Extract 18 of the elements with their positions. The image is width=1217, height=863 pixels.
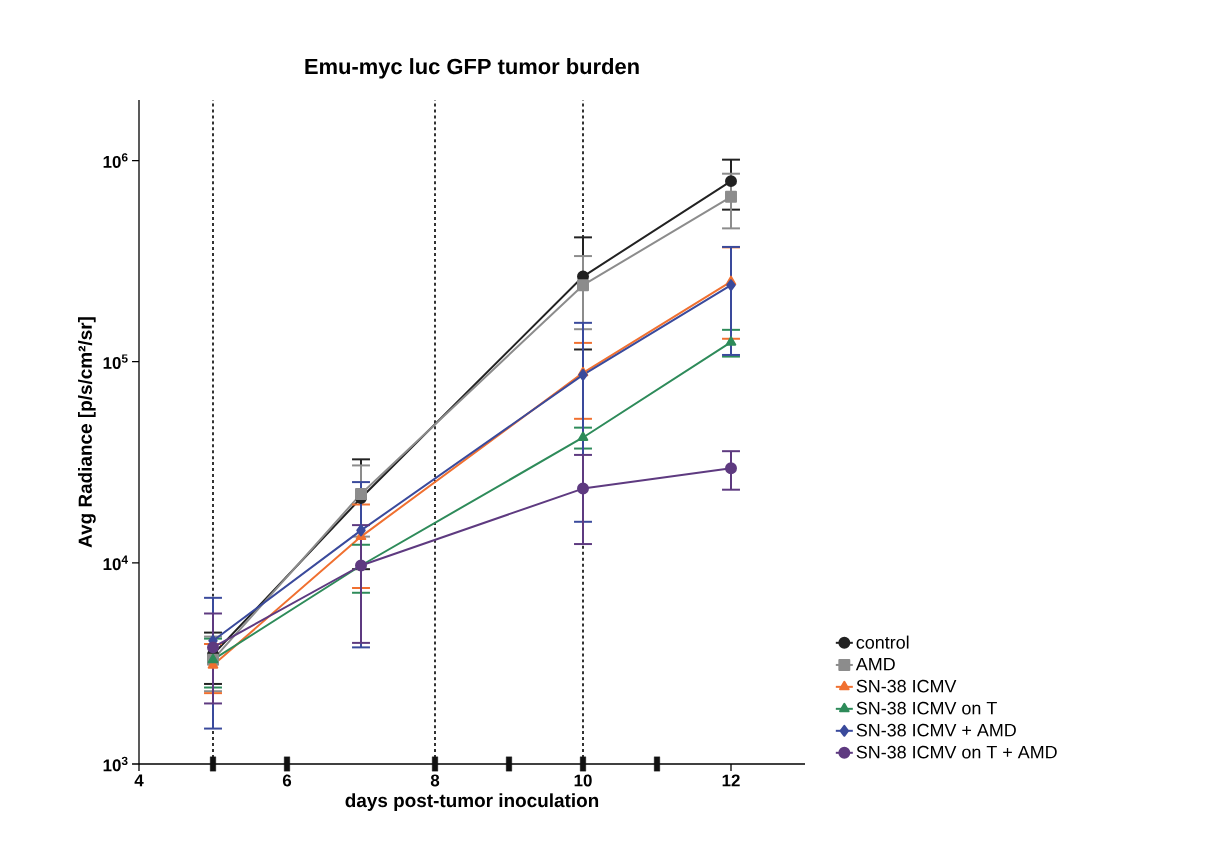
legend-label: SN-38 ICMV on T <box>856 701 997 715</box>
y-tick-label: 10$^{4}$ <box>103 555 128 571</box>
x-axis-title: days post-tumor inoculation <box>345 793 599 811</box>
legend-label: SN-38 ICMV + AMD <box>856 723 1016 737</box>
legend-label: SN-38 ICMV on T + AMD <box>856 745 1057 759</box>
x-tick-label: 8 <box>430 774 440 787</box>
x-tick-label: 10 <box>574 774 592 787</box>
x-tick-label: 12 <box>722 774 740 787</box>
x-tick-label: 6 <box>282 774 292 787</box>
legend-label: control <box>856 635 909 649</box>
x-tick-label: 4 <box>134 774 144 787</box>
y-tick-label: 10$^{3}$ <box>103 756 128 772</box>
y-tick-label: 10$^{6}$ <box>103 153 128 168</box>
y-axis-title: Avg Radiance [p/s/cm²/sr] <box>78 317 96 548</box>
legend-label: SN-38 ICMV <box>856 679 957 693</box>
legend-label: AMD <box>855 658 895 671</box>
y-tick-label: 10$^{5}$ <box>103 354 128 369</box>
chart-title: Emu-myc luc GFP tumor burden <box>305 58 639 79</box>
